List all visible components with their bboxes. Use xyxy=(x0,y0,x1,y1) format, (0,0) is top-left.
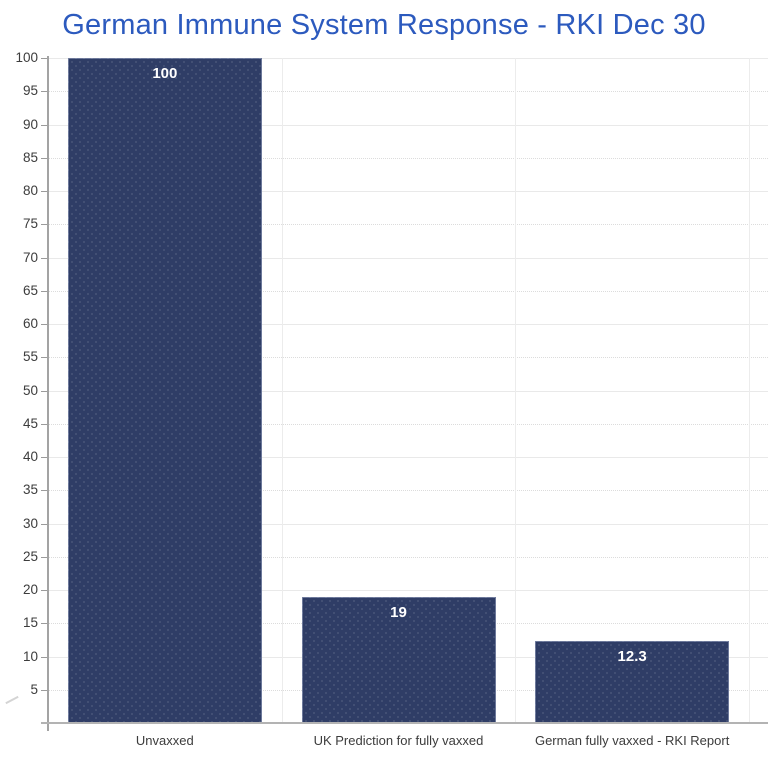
y-tick-mark xyxy=(41,523,48,525)
y-tick-label: 10 xyxy=(22,648,38,664)
y-tick-label: 5 xyxy=(30,681,38,697)
category-gridline xyxy=(515,58,517,723)
y-gridline xyxy=(48,224,768,226)
y-tick-mark xyxy=(41,224,48,226)
y-tick-mark xyxy=(41,556,48,558)
y-gridline xyxy=(48,58,768,59)
y-gridline xyxy=(48,357,768,359)
y-gridline xyxy=(48,91,768,93)
y-tick-mark xyxy=(41,357,48,359)
y-gridline xyxy=(48,324,768,325)
y-tick-mark xyxy=(41,423,48,425)
y-tick-mark xyxy=(41,623,48,625)
x-category-label: German fully vaxxed - RKI Report xyxy=(534,733,730,748)
y-tick-mark xyxy=(41,257,48,259)
y-tick-label: 80 xyxy=(22,183,38,198)
y-gridline xyxy=(48,157,768,159)
x-axis-line xyxy=(41,722,768,724)
y-tick-mark xyxy=(41,290,48,292)
y-tick-label: 20 xyxy=(22,582,38,597)
y-tick-label: 30 xyxy=(22,515,38,531)
y-tick-mark xyxy=(41,157,48,159)
bar: 100 xyxy=(67,58,262,723)
y-tick-mark xyxy=(41,390,48,392)
y-tick-label: 60 xyxy=(22,316,38,331)
y-tick-label: 75 xyxy=(22,216,38,232)
y-tick-mark xyxy=(41,191,48,192)
y-tick-mark xyxy=(41,324,48,325)
y-tick-mark xyxy=(41,656,48,658)
y-tick-label: 95 xyxy=(22,83,38,99)
y-tick-mark xyxy=(41,457,48,458)
y-tick-label: 90 xyxy=(22,116,38,132)
x-category-label: UK Prediction for fully vaxxed xyxy=(313,733,484,748)
y-gridline xyxy=(48,390,768,392)
y-tick-label: 40 xyxy=(22,449,38,464)
y-gridline xyxy=(48,124,768,126)
bar-value-label: 100 xyxy=(152,65,178,82)
category-gridline xyxy=(749,58,750,723)
y-tick-mark xyxy=(41,124,48,126)
bar: 19 xyxy=(301,596,496,723)
category-gridline xyxy=(281,58,283,723)
bar: 12.3 xyxy=(535,641,730,723)
y-gridline xyxy=(48,457,768,458)
y-gridline xyxy=(48,590,768,591)
bar-value-label: 12.3 xyxy=(617,648,647,666)
y-tick-mark xyxy=(41,91,48,93)
y-tick-label: 45 xyxy=(22,415,38,431)
y-gridline xyxy=(48,556,768,558)
y-axis-line xyxy=(47,56,49,731)
y-gridline xyxy=(48,523,768,525)
y-tick-label: 65 xyxy=(22,282,38,298)
y-gridline xyxy=(48,290,768,292)
y-tick-label: 85 xyxy=(22,149,38,165)
chart-title: German Immune System Response - RKI Dec … xyxy=(62,9,706,41)
y-gridline xyxy=(48,423,768,425)
y-tick-label: 100 xyxy=(15,50,38,65)
y-tick-mark xyxy=(41,590,48,591)
y-tick-mark xyxy=(41,58,48,59)
y-tick-mark xyxy=(41,490,48,492)
y-tick-label: 25 xyxy=(22,548,38,564)
y-gridline xyxy=(48,490,768,492)
y-gridline xyxy=(48,257,768,259)
y-tick-label: 15 xyxy=(22,615,38,631)
y-gridline xyxy=(48,191,768,192)
y-tick-label: 70 xyxy=(22,249,38,265)
y-tick-label: 35 xyxy=(22,482,38,498)
y-tick-mark xyxy=(41,689,48,691)
y-tick-label: 50 xyxy=(22,382,38,398)
x-category-label: Unvaxxed xyxy=(135,733,194,748)
bar-value-label: 19 xyxy=(390,603,407,621)
y-tick-label: 55 xyxy=(22,349,38,365)
